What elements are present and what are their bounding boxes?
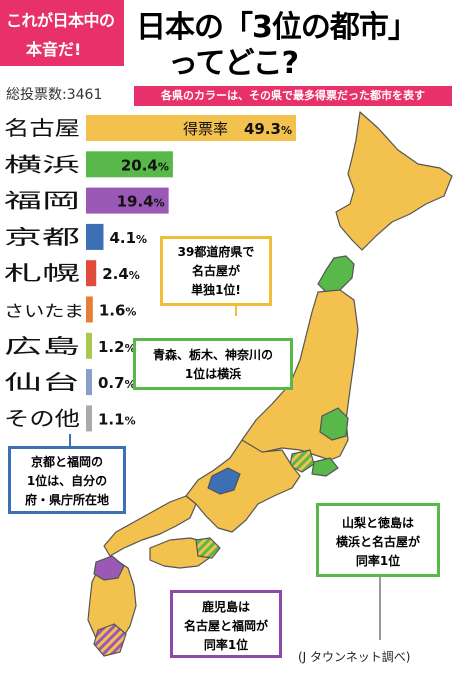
- callout-kagoshima: 鹿児島は 名古屋と福岡が 同率1位: [170, 590, 282, 658]
- map-tokushima: [195, 537, 221, 559]
- bar-value-label: 1.6%: [99, 302, 137, 320]
- bar-value-label: 2.4%: [102, 265, 140, 283]
- callout-nagoya: 39都道府県で 名古屋が 単独1位!: [160, 236, 272, 306]
- callout-yokohama: 青森、栃木、神奈川の 1位は横浜: [133, 338, 293, 390]
- bar-category-label: その他: [4, 406, 80, 430]
- bar-category-label: 広島: [4, 334, 80, 358]
- bar-category-label: 札幌: [4, 261, 80, 285]
- map-fukuoka: [93, 555, 125, 581]
- bar: [86, 332, 92, 359]
- bar: [86, 223, 104, 250]
- map-chugoku: [103, 495, 197, 557]
- map-tochigi: [319, 407, 349, 441]
- callout-kagoshima-line: 名古屋と福岡が: [183, 619, 268, 633]
- bar-value-label: 20.4%: [121, 156, 169, 174]
- map-kagoshima: [93, 623, 127, 657]
- bar: [86, 369, 92, 396]
- callout-yokohama-line: 1位は横浜: [184, 367, 242, 381]
- bar-category-label: さいたま: [4, 302, 84, 321]
- bar: [86, 115, 296, 141]
- bar-category-label: 京都: [4, 225, 80, 249]
- callout-kyoto-fukuoka-line: 1位は、自分の: [26, 474, 108, 488]
- map-honshu-central: [185, 439, 301, 533]
- bar-value-label: 4.1%: [109, 229, 147, 247]
- bar-category-label: 福岡: [4, 189, 80, 213]
- callout-yamanashi-tokushima-line: 山梨と徳島は: [341, 516, 414, 530]
- bar-value-label: 1.1%: [98, 410, 136, 428]
- callout-yamanashi-tokushima-line: 同率1位: [355, 554, 401, 568]
- map-kanagawa: [311, 457, 339, 477]
- map-hokkaido: [335, 111, 453, 251]
- callout-kagoshima-line: 鹿児島は: [201, 600, 250, 614]
- color-note: 各県のカラーは、その県で最多得票だった都市を表す: [134, 86, 452, 106]
- bar-category-label: 名古屋: [4, 116, 80, 140]
- callout-kyoto-fukuoka: 京都と福岡の 1位は、自分の 府・県庁所在地: [8, 446, 126, 514]
- bar-value-label: 1.2%: [98, 338, 136, 356]
- total-votes: 総投票数:3461: [6, 87, 103, 103]
- callout-yamanashi-tokushima: 山梨と徳島は 横浜と名古屋が 同率1位: [316, 503, 440, 577]
- callout-nagoya-line: 39都道府県で: [177, 245, 255, 259]
- bar-value-label: 0.7%: [98, 374, 136, 392]
- header-badge-line2: 本音だ!: [26, 40, 82, 59]
- map-kyoto: [207, 467, 241, 495]
- bar-category-label: 横浜: [4, 152, 80, 176]
- page-title-line2: ってどこ?: [168, 46, 299, 81]
- callout-nagoya-line: 名古屋が: [191, 264, 240, 278]
- callout-nagoya-line: 単独1位!: [191, 283, 241, 297]
- callout-yamanashi-tokushima-line: 横浜と名古屋が: [335, 535, 420, 549]
- header-badge-line1: これが日本中の: [6, 11, 115, 30]
- bar: [86, 151, 173, 178]
- callout-kyoto-fukuoka-line: 京都と福岡の: [30, 455, 103, 469]
- bar-value-label: 49.3%: [244, 120, 292, 138]
- page-title-line1: 日本の「3位の都市」: [136, 10, 418, 45]
- bar-category-label: 仙台: [4, 370, 80, 394]
- bar: [86, 405, 92, 432]
- callout-yokohama-line: 青森、栃木、神奈川の: [152, 348, 273, 362]
- bar: [86, 296, 93, 323]
- callout-kagoshima-line: 同率1位: [203, 638, 249, 652]
- callout-kyoto-fukuoka-line: 府・県庁所在地: [24, 493, 109, 507]
- bar: [86, 187, 169, 214]
- map-aomori: [317, 255, 355, 293]
- bar: [86, 260, 97, 287]
- bar-value-caption: 得票率: [183, 120, 228, 138]
- header-badge: これが日本中の 本音だ!: [0, 0, 124, 66]
- source-credit: (J タウンネット調べ): [298, 650, 411, 664]
- bar-value-label: 19.4%: [117, 193, 165, 211]
